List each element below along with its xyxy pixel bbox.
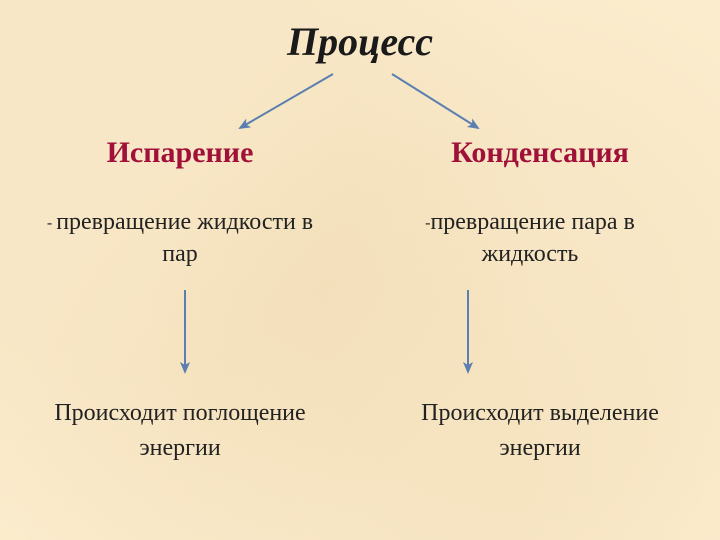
branch-heading-condensation: Конденсация: [360, 136, 720, 170]
branch-definition-evaporation: - превращение жидкости в пар: [40, 206, 320, 271]
branch-result-condensation: Происходит выделение энергии: [380, 396, 700, 466]
dash-prefix: -: [47, 215, 56, 232]
definition-text: превращение пара в жидкость: [430, 209, 634, 267]
diagram-title: Процесс: [0, 18, 720, 65]
definition-text: превращение жидкости в пар: [56, 209, 313, 267]
branch-definition-condensation: -превращение пара в жидкость: [380, 206, 680, 271]
branch-heading-evaporation: Испарение: [0, 136, 360, 170]
branch-result-evaporation: Происходит поглощение энергии: [20, 396, 340, 466]
